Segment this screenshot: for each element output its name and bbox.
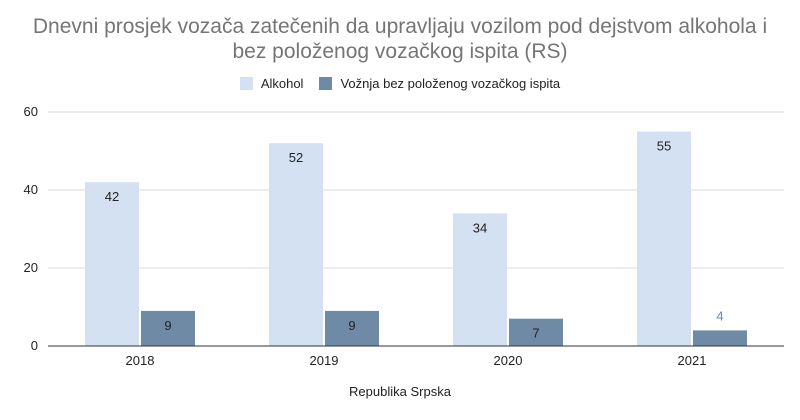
data-label-alkohol-2019: 52 bbox=[289, 150, 303, 165]
x-tick-label-2021: 2021 bbox=[678, 353, 707, 368]
y-tick-label-20: 20 bbox=[24, 260, 38, 275]
chart-title-line-2: bez položenog vozačkog ispita (RS) bbox=[232, 40, 568, 63]
data-label-alkohol-2021: 55 bbox=[657, 139, 671, 154]
data-label-voznja-2019: 9 bbox=[348, 318, 355, 333]
data-label-voznja-2020: 7 bbox=[532, 326, 539, 341]
legend: Alkohol Vožnja bez položenog vozačkog is… bbox=[0, 76, 800, 91]
bar-voznja-2021 bbox=[693, 330, 747, 346]
x-tick-label-2020: 2020 bbox=[494, 353, 523, 368]
bar-voznja-2020 bbox=[509, 318, 563, 346]
legend-label-voznja: Vožnja bez položenog vozačkog ispita bbox=[340, 76, 561, 91]
data-label-voznja-2018: 9 bbox=[164, 318, 171, 333]
bar-alkohol-2021 bbox=[637, 131, 691, 346]
legend-item-alkohol: Alkohol bbox=[239, 76, 304, 91]
legend-swatch-alkohol bbox=[239, 77, 253, 90]
bar-alkohol-2018 bbox=[85, 182, 139, 346]
data-label-alkohol-2018: 42 bbox=[105, 189, 119, 204]
bar-alkohol-2019 bbox=[269, 143, 323, 346]
bar-alkohol-2020 bbox=[453, 213, 507, 346]
bar-voznja-2018 bbox=[141, 310, 195, 346]
chart-title: Dnevni prosjek vozača zatečenih da uprav… bbox=[0, 14, 800, 64]
legend-swatch-voznja bbox=[319, 77, 333, 90]
chart-title-line-1: Dnevni prosjek vozača zatečenih da uprav… bbox=[32, 15, 768, 38]
data-label-voznja-2021: 4 bbox=[716, 308, 723, 323]
legend-label-alkohol: Alkohol bbox=[260, 76, 304, 91]
x-axis-label: Republika Srpska bbox=[349, 384, 451, 399]
legend-item-voznja: Vožnja bez položenog vozačkog ispita bbox=[319, 76, 560, 91]
data-label-alkohol-2020: 34 bbox=[473, 220, 487, 235]
bar-voznja-2019 bbox=[325, 310, 379, 346]
y-tick-label-40: 40 bbox=[24, 182, 38, 197]
x-tick-label-2019: 2019 bbox=[310, 353, 339, 368]
x-tick-label-2018: 2018 bbox=[126, 353, 155, 368]
y-tick-label-60: 60 bbox=[24, 104, 38, 119]
y-tick-label-0: 0 bbox=[31, 338, 38, 353]
